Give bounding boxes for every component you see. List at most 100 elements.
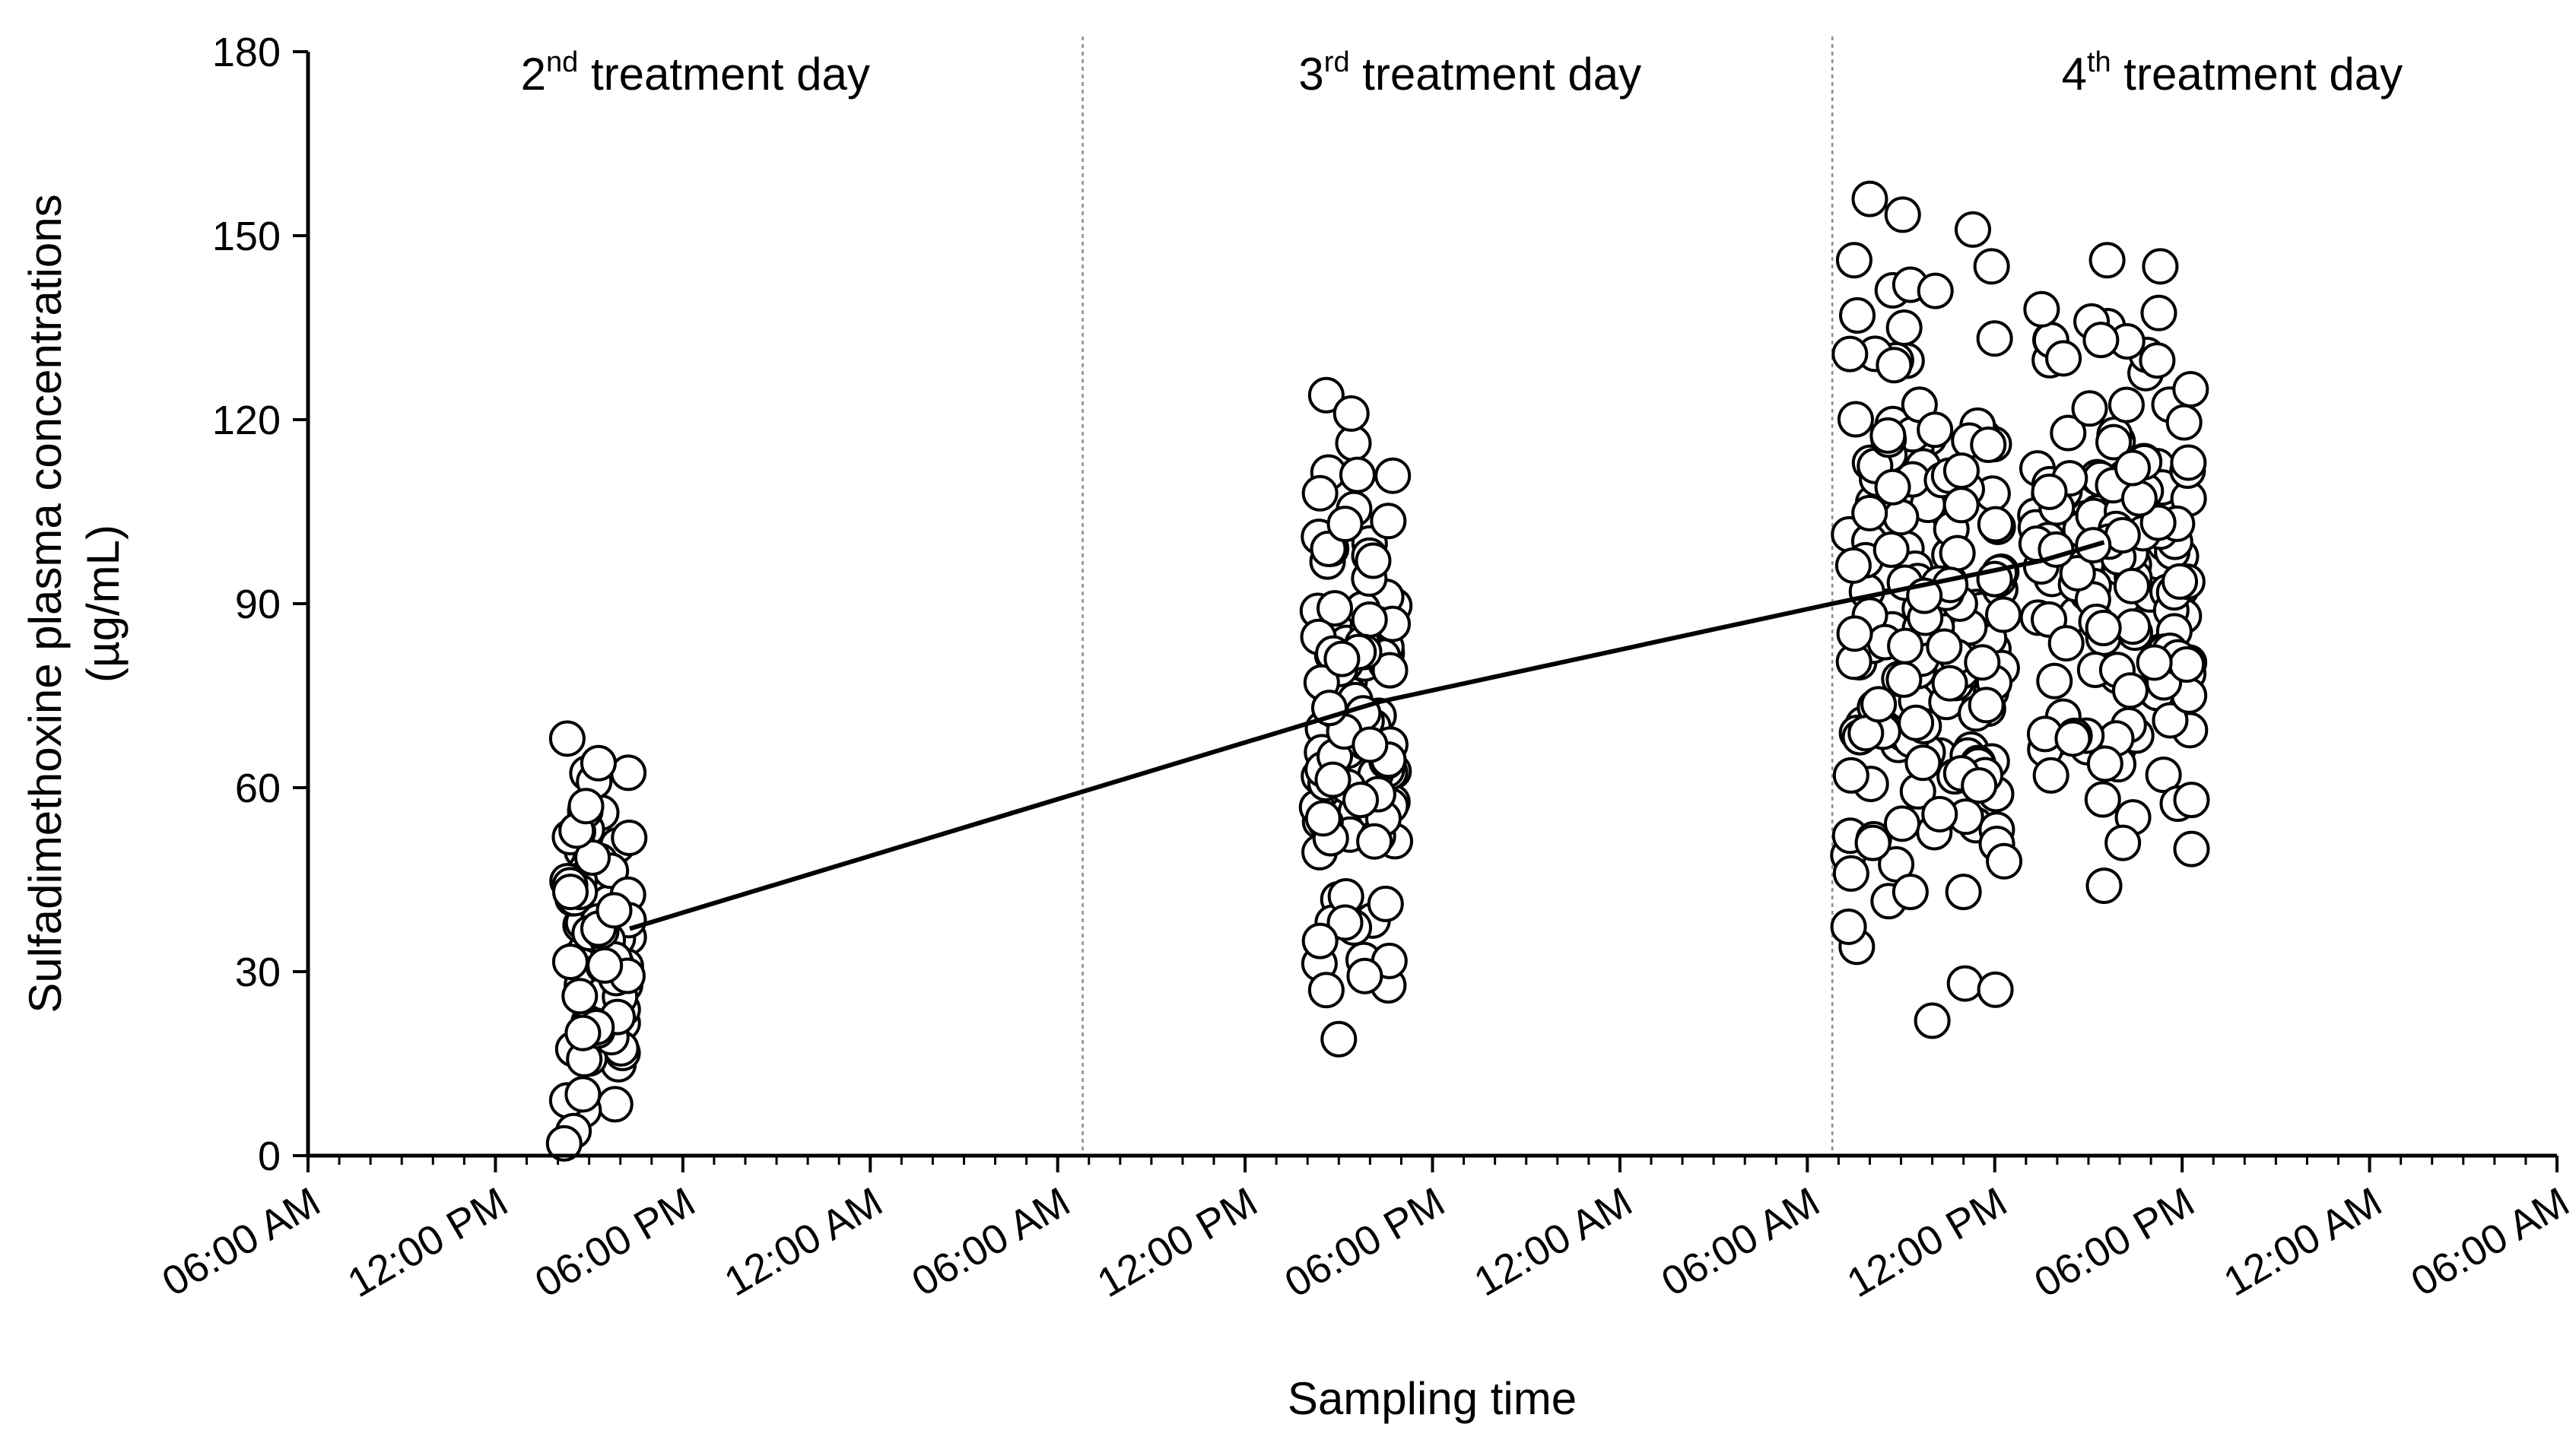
data-point [2085,609,2122,646]
x-tick-label: 06:00 AM [154,1178,328,1305]
data-point [2165,404,2203,441]
data-point [574,839,611,876]
day-label: 2nd treatment day [521,46,870,100]
data-point [1836,615,1873,652]
day-label: 3rd treatment day [1298,46,1641,100]
data-point [2071,390,2108,427]
data-point [545,1124,583,1162]
data-point [1917,272,1954,309]
data-point [1942,487,1980,524]
y-tick-label: 150 [212,214,281,259]
data-point [1326,904,1364,941]
data-points [545,180,2210,1162]
data-point [1831,335,1869,373]
data-point [2086,745,2123,782]
y-axis-title: Sulfadimethoxine plasma concentrations (… [20,194,129,1013]
data-point [1887,627,1924,664]
data-point [1371,652,1409,689]
data-point [1898,704,1935,741]
y-axis-title-line-1: Sulfadimethoxine plasma concentrations [20,194,71,1013]
data-point [1869,417,1907,454]
data-point [1883,805,1920,842]
data-point [2084,781,2121,818]
data-point [1885,661,1923,698]
data-point [1839,297,1876,334]
y-axis-ticks: 0 30 60 90 120 150 180 [212,30,308,1179]
data-point [1921,795,1958,833]
data-point [2031,473,2068,510]
data-point [2054,720,2092,757]
data-point [2168,646,2206,684]
data-point [1320,1020,1358,1058]
data-point [1939,534,1976,572]
x-tick-label: 12:00 AM [2216,1178,2390,1305]
data-point [2082,322,2120,359]
y-axis-title-line-2: (µg/mL) [78,525,129,683]
x-tick-label: 06:00 AM [1654,1178,1828,1305]
data-point [564,1014,602,1051]
data-point [1973,248,2010,285]
data-point [1964,644,2001,681]
data-point [1339,456,1376,493]
data-point [2050,414,2087,452]
x-tick-label: 12:00 PM [340,1178,515,1306]
data-point [1832,756,1869,794]
data-point [1837,401,1874,438]
data-point [2136,644,2173,681]
data-point [1346,957,1383,994]
data-point [1970,427,2007,464]
data-point [1986,842,2023,880]
data-point [1307,376,1345,414]
data-point [1926,628,1963,665]
x-axis-ticks: 06:00 AM 12:00 PM 06:00 PM 12:00 AM 06:00 AM… [154,1156,2576,1306]
day-labels: 2nd treatment day 3rd treatment day 4th tr… [521,46,2403,100]
y-tick-label: 90 [235,582,281,627]
data-point [2173,782,2210,819]
day-label-text: treatment day [578,49,870,100]
data-point [1985,596,2022,633]
data-point [1314,761,1352,798]
data-point [1374,457,1412,494]
data-point [2139,504,2177,541]
data-point [1961,767,1998,804]
trend-line-group [629,540,2105,931]
data-point [2140,294,2177,331]
data-point [2095,423,2133,461]
data-point [2152,702,2189,739]
data-point [1830,908,1867,945]
data-point [1945,874,1982,911]
x-tick-label: 12:00 PM [1840,1178,2015,1306]
y-tick-label: 60 [235,766,281,811]
data-point [2023,290,2060,328]
data-point [567,788,605,825]
data-point [2088,242,2126,279]
data-point [2172,371,2209,408]
data-point [1851,180,1888,217]
day-label-ordinal: 4 [2062,49,2087,100]
data-point [1955,211,1992,248]
data-point [596,892,633,929]
x-tick-label: 06:00 PM [2027,1178,2202,1306]
data-point [2173,830,2210,867]
data-point [1835,242,1872,279]
data-point [1884,196,1921,233]
x-tick-label: 06:00 AM [2403,1178,2576,1305]
data-point [561,978,599,1015]
data-point [596,1086,634,1123]
data-point [2104,824,2142,861]
data-point [1367,885,1404,922]
day-label-suffix: nd [546,46,578,78]
data-point [1310,530,1347,567]
day-label-ordinal: 3 [1298,49,1323,100]
data-point [1323,640,1361,677]
data-point [2113,567,2150,604]
data-point [1332,395,1370,432]
x-tick-label: 06:00 PM [1277,1178,1452,1306]
data-point [1370,503,1407,540]
data-point [2085,867,2123,905]
data-point [2142,248,2179,285]
day-label-ordinal: 2 [521,49,546,100]
data-point [548,720,586,757]
data-point [1914,1002,1951,1039]
y-tick-label: 120 [212,398,281,443]
